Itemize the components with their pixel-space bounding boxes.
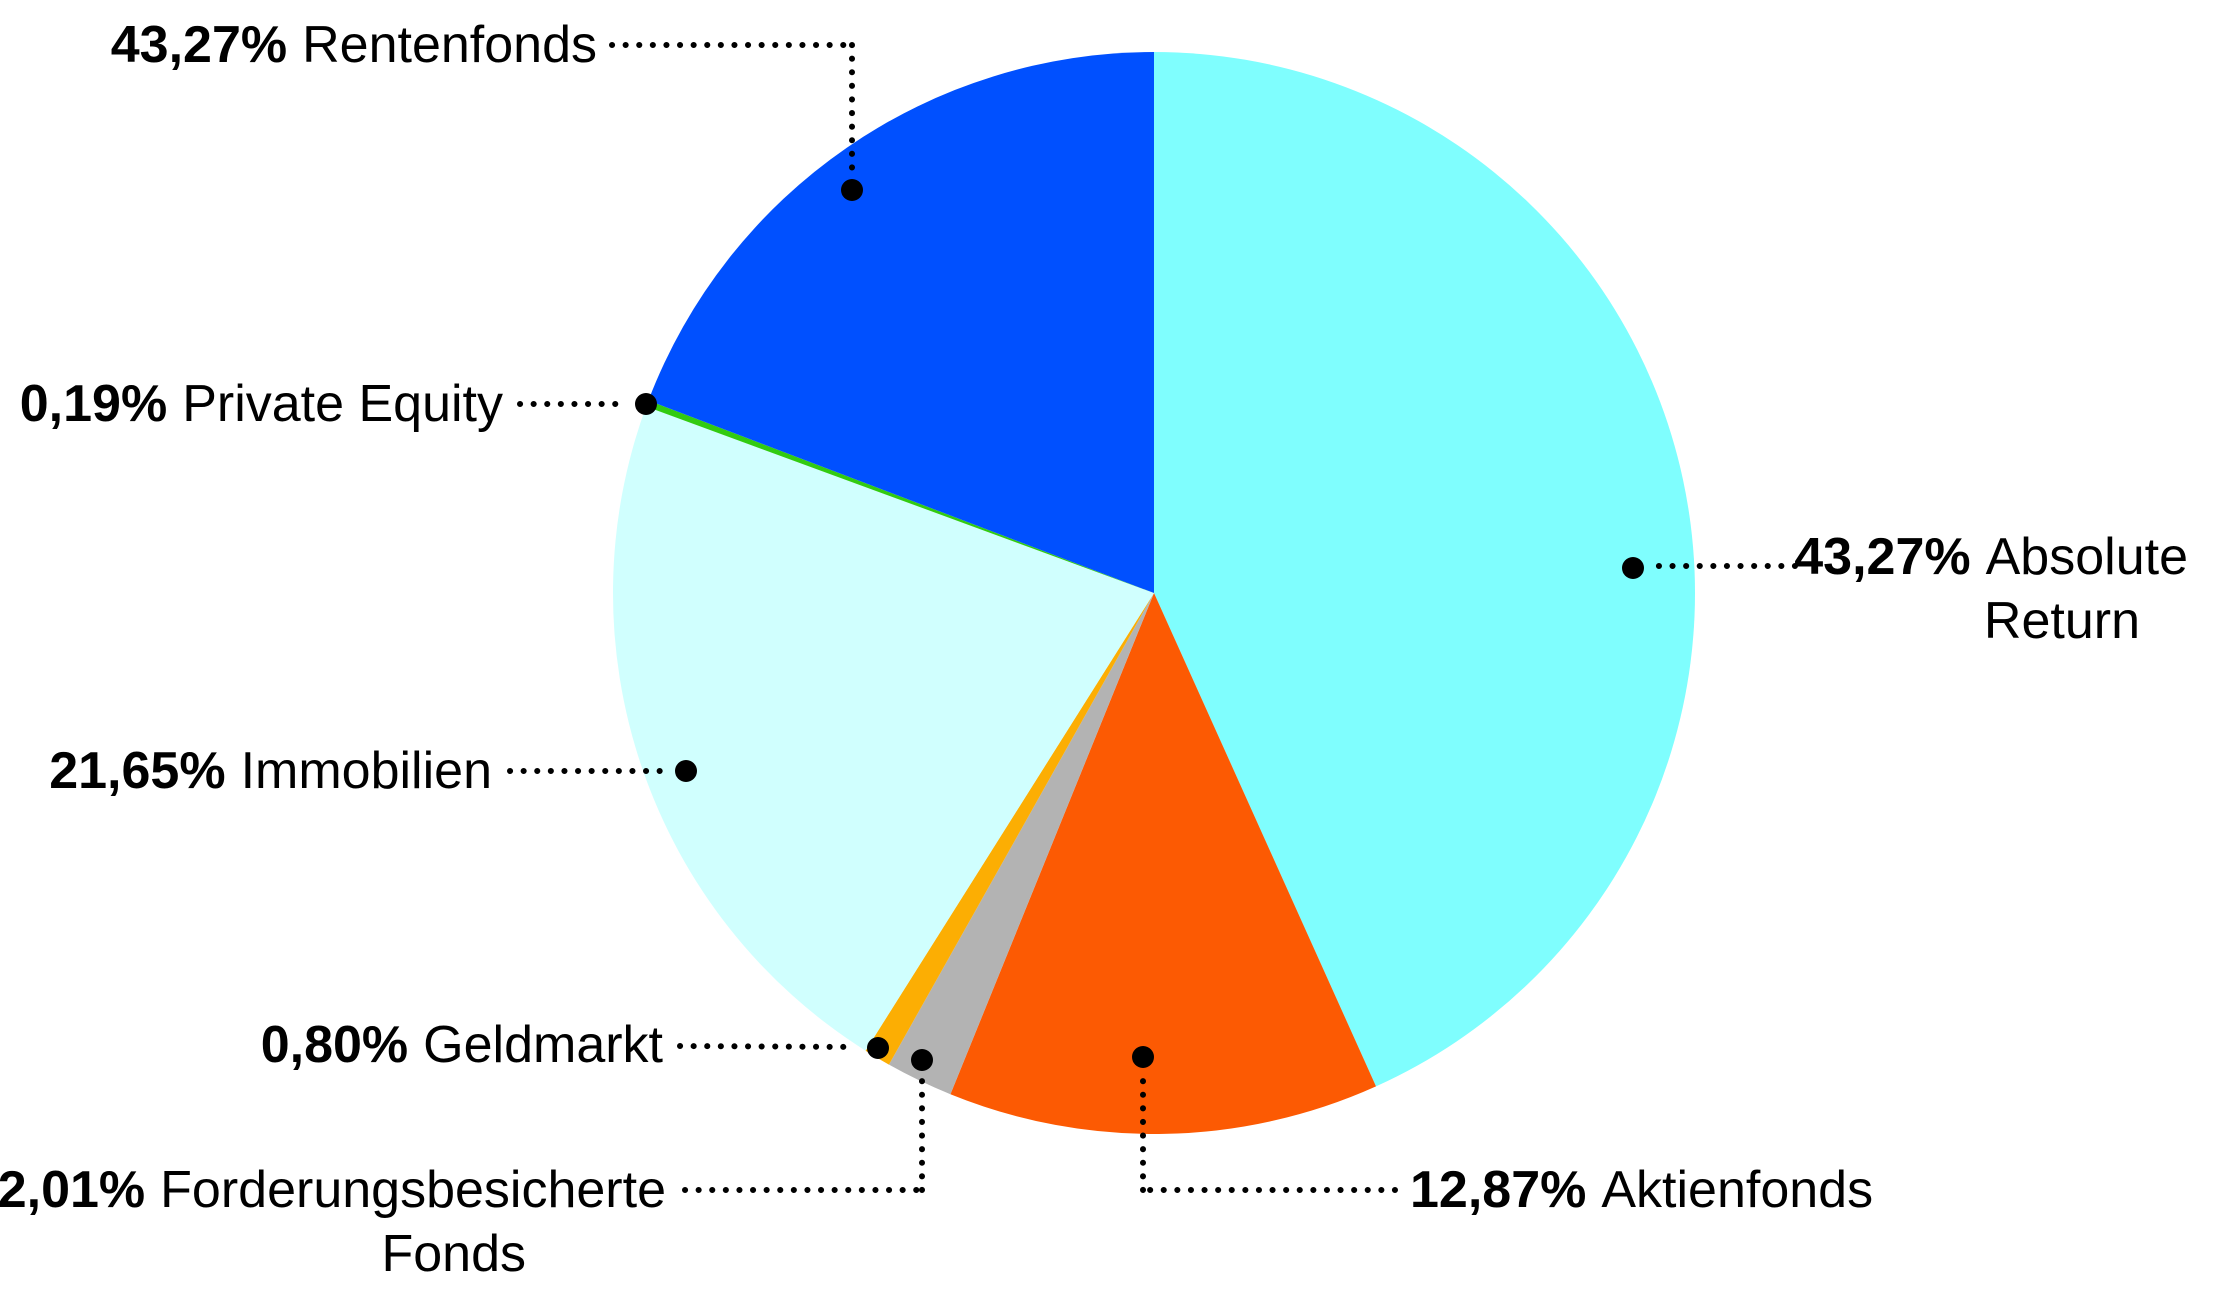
slice-name-forderungsbesicherte: Forderungsbesicherte <box>160 1161 666 1219</box>
slice-label-forderungsbesicherte-fonds: 2,01% Forderungsbesicherte Fonds <box>0 1158 666 1286</box>
pie-slice-immobilien <box>612 406 1154 1051</box>
pie-slice-forderungsbesicherte-fonds <box>888 593 1154 1095</box>
slice-value-geldmarkt: 0,80% <box>260 1016 409 1074</box>
leader-dot-aktienfonds <box>1132 1046 1154 1068</box>
slice-name-rentenfonds: Rentenfonds <box>302 16 597 74</box>
leader-dot-absolute-return <box>1622 557 1644 579</box>
pie-slice-rentenfonds <box>648 52 1154 593</box>
slice-label-immobilien: 21,65% Immobilien <box>49 739 492 803</box>
slice-label-line1: 2,01% Forderungsbesicherte <box>0 1158 666 1222</box>
leader-dot-rentenfonds <box>841 179 863 201</box>
slice-value-immobilien: 21,65% <box>49 742 226 800</box>
pie-slice-aktienfonds <box>950 593 1377 1135</box>
pie-slice-private-equity <box>646 400 1154 593</box>
slice-name-absolute: Absolute <box>1985 528 2188 586</box>
slice-label-line2: Return <box>1794 589 2188 653</box>
slice-name-private-equity: Private Equity <box>182 375 503 433</box>
leader-dot-forderungsbesicherte-fonds <box>911 1049 933 1071</box>
pie-slice-geldmarkt <box>865 593 1154 1065</box>
slice-label-rentenfonds: 43,27% Rentenfonds <box>111 13 597 77</box>
slice-label-absolute-return: 43,27% Absolute Return <box>1794 525 2188 653</box>
slice-name-aktienfonds: Aktienfonds <box>1601 1161 1874 1219</box>
slice-value-aktienfonds: 12,87% <box>1410 1161 1587 1219</box>
pie-slice-absolute-return <box>1154 51 1696 1087</box>
slice-name-return: Return <box>1983 592 2140 650</box>
slice-value-private-equity: 0,19% <box>19 375 168 433</box>
slice-value-forderungsbesicherte-fonds: 2,01% <box>0 1161 146 1219</box>
slice-label-private-equity: 0,19% Private Equity <box>20 372 503 436</box>
slice-value-rentenfonds: 43,27% <box>110 16 288 74</box>
leader-dot-geldmarkt <box>867 1037 889 1059</box>
leader-dot-private-equity <box>635 393 657 415</box>
slice-label-aktienfonds: 12,87% Aktienfonds <box>1410 1158 1873 1222</box>
slice-name-geldmarkt: Geldmarkt <box>423 1016 663 1074</box>
slice-value-absolute-return: 43,27% <box>1794 528 1971 586</box>
slice-name-immobilien: Immobilien <box>240 742 492 800</box>
slice-name-fonds: Fonds <box>381 1225 526 1283</box>
slice-label-line2: Fonds <box>0 1222 666 1286</box>
leader-line-geldmarkt <box>677 1043 859 1050</box>
slice-label-geldmarkt: 0,80% Geldmarkt <box>261 1013 663 1077</box>
slice-label-line1: 43,27% Absolute <box>1794 525 2188 589</box>
leader-dot-immobilien <box>675 760 697 782</box>
